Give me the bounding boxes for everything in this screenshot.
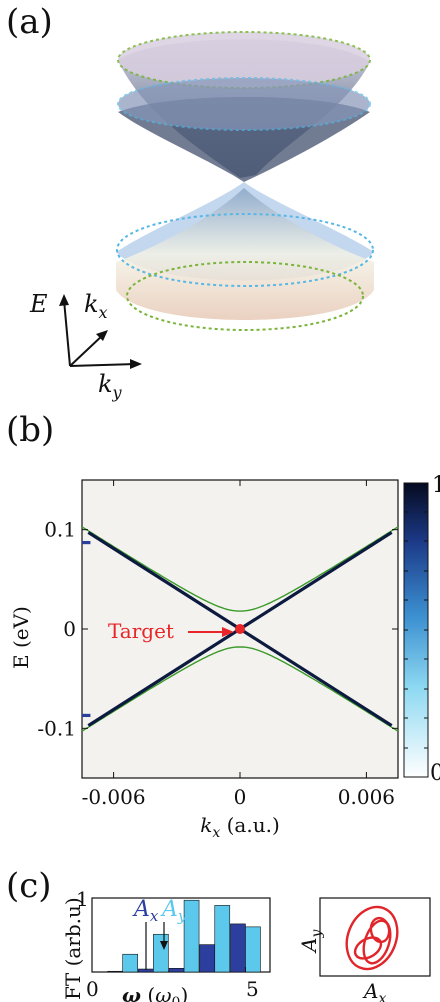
kx-axis-label: kx — [84, 290, 108, 322]
orbit-trajectory — [345, 905, 399, 971]
legend-ay-arrowhead — [160, 941, 168, 950]
orbit-loop-4 — [353, 936, 383, 960]
legend-ax: Ax — [132, 897, 159, 925]
bar-ay-4 — [214, 905, 231, 973]
ytick-label: -0.1 — [37, 716, 76, 740]
omega-unit-open: ( — [141, 983, 155, 1002]
bar-ay-5 — [245, 926, 261, 973]
bar-ax-5 — [230, 923, 246, 973]
bar-ax-3 — [168, 967, 185, 973]
omega-unit-close: ) — [180, 983, 188, 1002]
ky-sub: y — [112, 383, 123, 402]
xtick-label: 0.006 — [338, 785, 395, 809]
omega: ω — [122, 983, 141, 1002]
lower-inner-rim — [116, 213, 374, 287]
panel-label-c: (c) — [6, 866, 52, 906]
bar-ay-3 — [183, 899, 200, 973]
bar-ax-4 — [199, 944, 216, 973]
bar-xtick-5: 5 — [246, 977, 259, 1001]
bar-ay-1 — [122, 953, 138, 973]
dirac-cone-illustration: E kx ky — [29, 31, 374, 402]
kx-sub: x — [99, 303, 108, 322]
omega0: ω — [155, 983, 171, 1002]
bar-x-label: ω (ω0) — [122, 983, 188, 1002]
axes-arrows — [63, 299, 137, 367]
orbit-loop-1 — [345, 905, 399, 971]
lower-outer-band — [116, 188, 374, 320]
bar-y-label: FT (arb.u) — [61, 897, 85, 1000]
orbit-loop-3 — [369, 916, 391, 944]
orbit-frame — [319, 897, 431, 977]
target-annotation: Target — [108, 619, 174, 643]
bar-ax-1 — [107, 970, 123, 973]
ytick-label: 0 — [63, 617, 76, 641]
legend-ay: Ay — [160, 897, 187, 925]
x-label-base: k — [200, 813, 212, 837]
energy-axis-label: E — [29, 290, 48, 318]
y-axis-label: E (eV) — [9, 606, 33, 669]
panel-label-b: (b) — [6, 410, 55, 450]
orbit-y-label: Ay — [297, 929, 325, 954]
colorbar-max-label: 1 — [432, 473, 440, 498]
colorbar-min-label: 0 — [430, 761, 440, 786]
gapped-band-lower — [81, 646, 399, 732]
gapped-band-upper — [81, 526, 399, 612]
xtick-label: 0 — [234, 785, 247, 809]
ytick-label: 0.1 — [44, 518, 76, 542]
target-arrowhead — [222, 627, 234, 637]
panel-label-a: (a) — [6, 2, 53, 42]
bar-ay-2 — [153, 933, 169, 973]
ky-base: k — [98, 370, 113, 398]
x-label-sub: x — [212, 825, 220, 841]
bar-ytick-1: 1 — [76, 887, 89, 911]
kx-base: k — [84, 290, 99, 318]
bar-xtick-0: 0 — [86, 977, 99, 1001]
xtick-label: -0.006 — [82, 785, 146, 809]
x-label-unit: (a.u.) — [220, 813, 279, 837]
upper-inner-rim — [117, 77, 371, 131]
orbit-x-label: Ax — [362, 979, 386, 1002]
target-point — [235, 624, 245, 634]
omega0-sub: 0 — [172, 995, 181, 1002]
ky-axis-label: ky — [98, 370, 123, 402]
lower-outer-rim — [126, 261, 364, 331]
x-axis-label: kx (a.u.) — [200, 813, 280, 841]
colorbar-ticks — [404, 511, 428, 749]
